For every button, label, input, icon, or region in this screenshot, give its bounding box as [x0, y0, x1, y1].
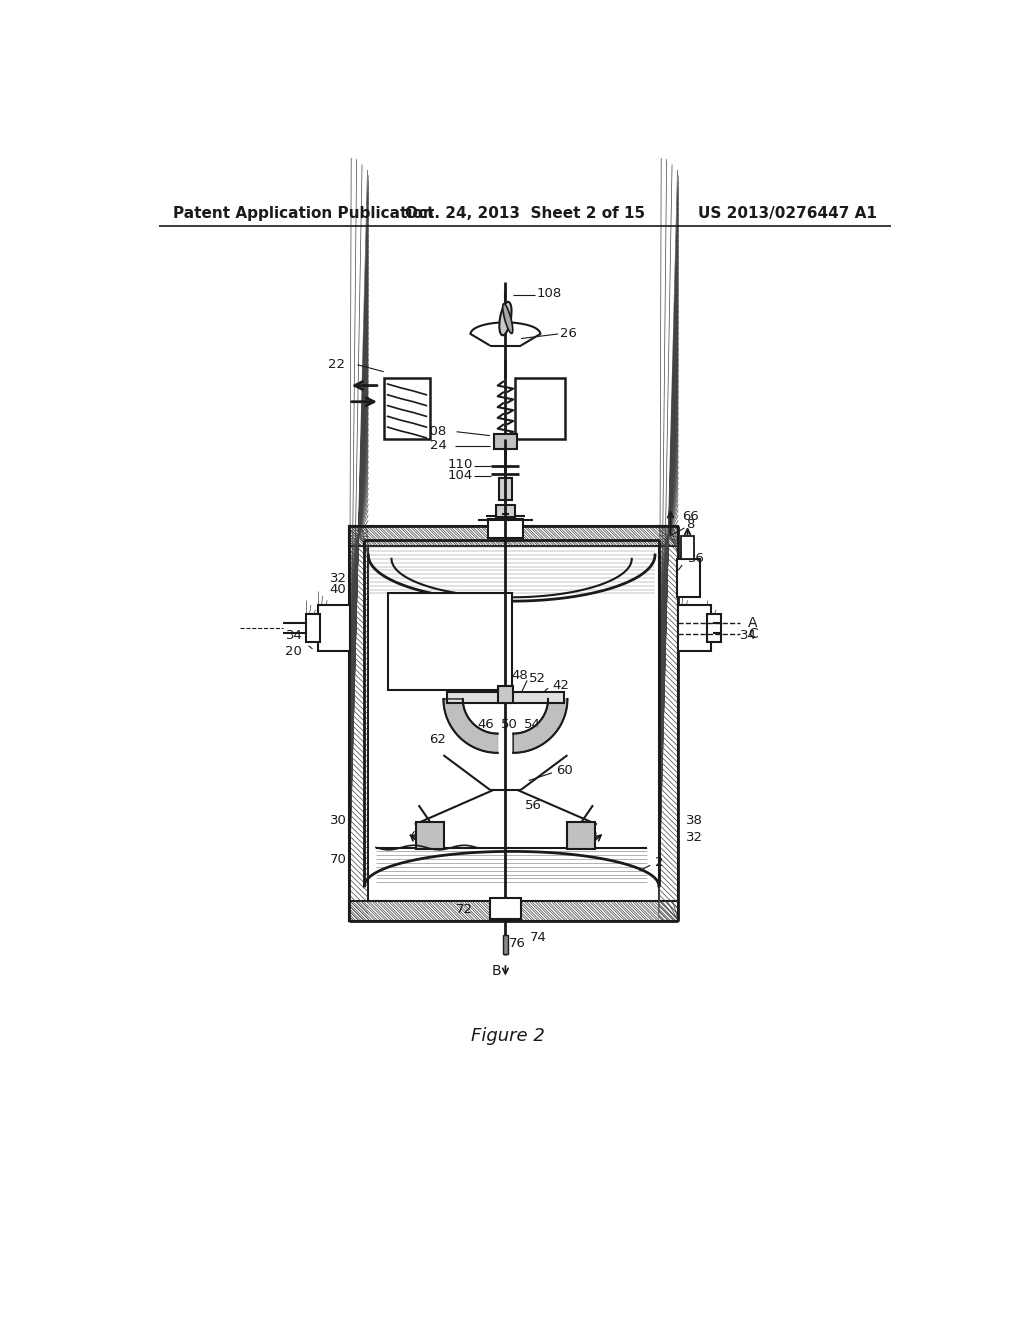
Bar [487, 519, 523, 539]
Text: 104: 104 [447, 469, 473, 482]
Text: Patent Application Publication: Patent Application Publication [173, 206, 434, 222]
Bar [388, 594, 512, 689]
Bar [349, 527, 678, 545]
Bar [498, 686, 513, 702]
Bar [496, 506, 515, 517]
Text: 66: 66 [682, 510, 698, 523]
Text: 72: 72 [456, 903, 473, 916]
Text: 74: 74 [530, 931, 547, 944]
Text: 32: 32 [330, 572, 346, 585]
Text: 108: 108 [537, 286, 562, 300]
Bar [349, 527, 369, 921]
Bar [349, 902, 678, 921]
Text: 46: 46 [477, 718, 495, 731]
Ellipse shape [503, 304, 513, 334]
Text: 60: 60 [556, 764, 572, 777]
Bar [384, 378, 430, 440]
Text: 110: 110 [447, 458, 473, 471]
Bar [500, 478, 512, 499]
Text: 52: 52 [528, 672, 546, 685]
Text: C: C [748, 627, 758, 642]
Text: 2: 2 [655, 857, 664, 870]
Text: 44: 44 [441, 635, 459, 648]
Text: A: A [748, 616, 758, 631]
Bar [447, 692, 563, 702]
Bar [515, 378, 565, 440]
Text: US 2013/0276447 A1: US 2013/0276447 A1 [697, 206, 877, 222]
Text: 36: 36 [688, 552, 706, 565]
Text: 24: 24 [430, 440, 447, 453]
Text: 68: 68 [411, 829, 427, 842]
Text: 50: 50 [501, 718, 518, 731]
Text: 62: 62 [429, 733, 446, 746]
Bar [658, 527, 678, 921]
Bar [707, 614, 721, 642]
Text: 32: 32 [686, 832, 703, 843]
Text: 68: 68 [581, 829, 597, 842]
Bar [417, 822, 444, 849]
Polygon shape [513, 700, 567, 752]
Polygon shape [443, 700, 498, 752]
Text: 42: 42 [552, 680, 568, 693]
Bar [503, 935, 508, 954]
Bar [494, 434, 517, 449]
Text: 54: 54 [524, 718, 541, 731]
Text: Oct. 24, 2013  Sheet 2 of 15: Oct. 24, 2013 Sheet 2 of 15 [404, 206, 645, 222]
Text: 8: 8 [686, 517, 694, 531]
Ellipse shape [500, 302, 512, 335]
Text: 108: 108 [422, 425, 447, 438]
Text: Figure 2: Figure 2 [471, 1027, 545, 1045]
Text: 76: 76 [509, 937, 526, 950]
Bar [489, 898, 521, 919]
Text: B: B [492, 964, 501, 978]
Text: 22: 22 [328, 358, 345, 371]
Bar [678, 605, 711, 651]
Text: 38: 38 [686, 814, 702, 828]
Text: 20: 20 [286, 644, 302, 657]
Text: 48: 48 [512, 669, 528, 682]
Text: 30: 30 [330, 814, 346, 828]
Text: 34: 34 [740, 630, 757, 643]
Text: 56: 56 [524, 799, 542, 812]
Bar [306, 614, 321, 642]
Bar [567, 822, 595, 849]
Bar [317, 605, 350, 651]
Bar [677, 558, 700, 597]
Text: 26: 26 [560, 327, 577, 341]
Text: 34: 34 [286, 630, 302, 643]
Bar [681, 536, 693, 558]
Text: 70: 70 [330, 853, 346, 866]
Text: 40: 40 [330, 583, 346, 597]
